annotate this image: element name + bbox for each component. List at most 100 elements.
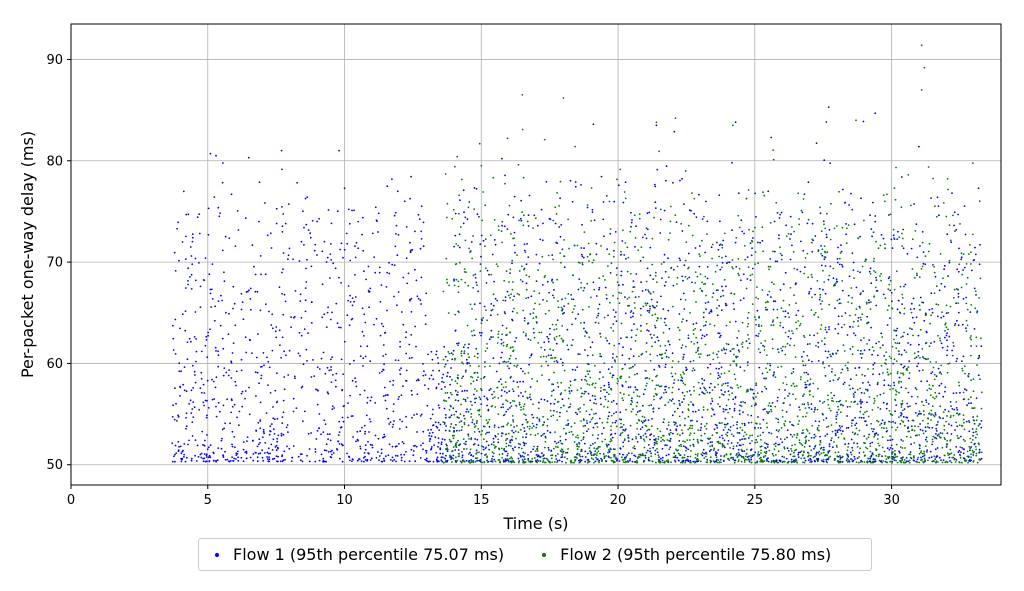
data-point bbox=[771, 453, 774, 455]
data-point bbox=[267, 460, 270, 462]
data-point bbox=[936, 447, 939, 449]
data-point bbox=[629, 424, 632, 427]
data-point bbox=[209, 288, 212, 291]
data-point bbox=[950, 452, 953, 455]
data-point bbox=[550, 415, 553, 418]
data-point bbox=[275, 222, 278, 225]
data-point bbox=[608, 383, 610, 386]
data-point bbox=[823, 256, 826, 258]
data-point bbox=[808, 292, 810, 295]
data-point bbox=[861, 401, 864, 403]
data-point bbox=[212, 451, 215, 454]
data-point bbox=[644, 419, 647, 422]
data-point bbox=[523, 317, 526, 320]
data-point bbox=[801, 211, 804, 214]
data-point bbox=[895, 270, 898, 273]
data-point bbox=[580, 448, 583, 451]
data-point bbox=[722, 410, 725, 413]
data-point bbox=[769, 265, 772, 268]
data-point bbox=[237, 229, 240, 231]
data-point bbox=[237, 456, 240, 459]
data-point bbox=[849, 378, 852, 381]
data-point bbox=[683, 394, 686, 397]
data-point bbox=[916, 458, 919, 461]
data-point bbox=[578, 459, 580, 462]
data-point bbox=[573, 441, 576, 443]
data-point bbox=[177, 221, 180, 224]
data-point bbox=[772, 460, 775, 463]
data-point bbox=[424, 458, 427, 461]
data-point bbox=[759, 427, 762, 429]
data-point bbox=[286, 445, 288, 448]
data-point bbox=[308, 460, 311, 463]
data-point bbox=[607, 381, 610, 384]
data-point bbox=[545, 181, 548, 183]
data-point bbox=[578, 454, 581, 456]
data-point bbox=[427, 460, 430, 463]
data-point bbox=[824, 454, 827, 456]
data-point bbox=[340, 242, 343, 245]
data-point bbox=[177, 416, 180, 418]
data-point bbox=[928, 426, 931, 429]
data-point bbox=[629, 272, 632, 275]
data-point bbox=[311, 219, 314, 222]
data-point bbox=[902, 415, 905, 418]
data-point bbox=[740, 460, 743, 463]
data-point bbox=[946, 233, 949, 236]
data-point bbox=[683, 454, 686, 456]
data-point bbox=[893, 237, 895, 239]
data-point bbox=[254, 371, 257, 374]
data-point bbox=[581, 223, 583, 226]
data-point bbox=[558, 226, 561, 228]
data-point bbox=[542, 415, 544, 418]
data-point bbox=[462, 346, 465, 349]
data-point bbox=[617, 380, 620, 382]
data-point bbox=[651, 304, 654, 307]
data-point bbox=[741, 346, 744, 348]
data-point bbox=[726, 434, 729, 437]
data-point bbox=[618, 284, 620, 287]
data-point bbox=[685, 345, 687, 348]
data-point bbox=[677, 452, 680, 455]
data-point bbox=[267, 360, 270, 363]
data-point bbox=[917, 362, 920, 365]
data-point bbox=[505, 439, 507, 442]
data-point bbox=[299, 293, 302, 296]
data-point bbox=[721, 285, 723, 288]
data-point bbox=[663, 392, 665, 394]
data-point bbox=[738, 409, 741, 412]
data-point bbox=[231, 445, 234, 448]
data-point bbox=[730, 292, 733, 295]
data-point bbox=[511, 400, 514, 402]
data-point bbox=[257, 333, 259, 335]
data-point bbox=[933, 397, 936, 400]
data-point bbox=[925, 401, 928, 403]
data-point bbox=[680, 347, 683, 349]
data-point bbox=[708, 450, 711, 453]
data-point bbox=[640, 330, 642, 332]
data-point bbox=[902, 366, 905, 369]
data-point bbox=[538, 418, 541, 421]
data-point bbox=[510, 456, 513, 458]
data-point bbox=[925, 331, 928, 334]
data-point bbox=[422, 363, 424, 365]
data-point bbox=[789, 258, 792, 261]
data-point bbox=[528, 275, 531, 278]
data-point bbox=[627, 256, 630, 259]
data-point bbox=[902, 228, 905, 231]
data-point bbox=[173, 455, 175, 458]
data-point bbox=[198, 213, 201, 216]
data-point bbox=[290, 460, 293, 462]
data-point bbox=[499, 378, 502, 381]
data-point bbox=[465, 358, 468, 361]
data-point bbox=[737, 349, 740, 352]
data-point bbox=[543, 432, 545, 435]
data-point bbox=[599, 352, 601, 355]
data-point bbox=[293, 315, 296, 318]
data-point bbox=[665, 385, 667, 388]
data-point bbox=[657, 435, 660, 438]
data-point bbox=[474, 438, 476, 440]
data-point bbox=[574, 411, 577, 414]
data-point bbox=[710, 382, 712, 385]
data-point bbox=[646, 429, 648, 432]
